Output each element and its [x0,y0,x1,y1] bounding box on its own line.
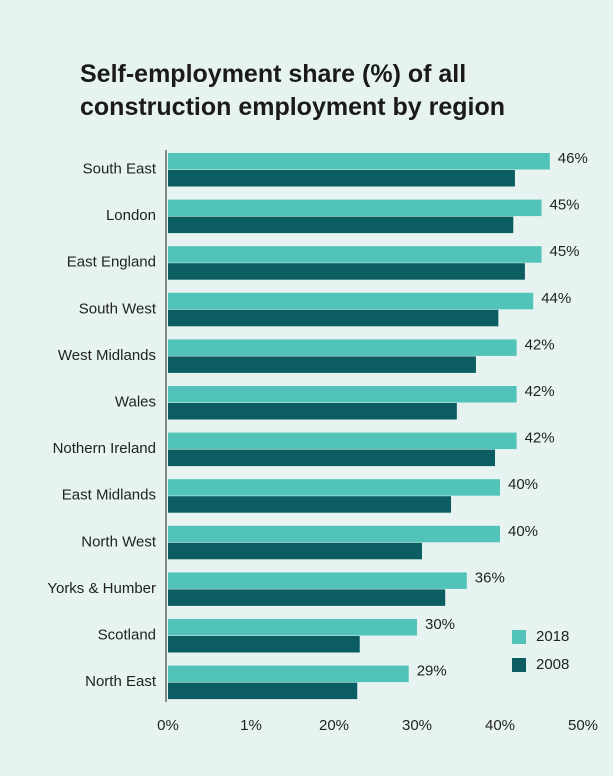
data-label: 29% [417,663,447,680]
y-tick-label: East England [67,254,156,271]
data-label: 42% [525,336,555,353]
x-tick-label: 0% [157,717,179,734]
y-tick-label: Yorks & Humber [47,580,156,597]
data-label: 44% [541,290,571,307]
bar [168,496,452,513]
y-tick-label: West Midlands [58,347,156,364]
bar [168,682,358,700]
bar [168,199,542,217]
bar [168,216,514,234]
bar [168,292,534,310]
bar [168,246,542,263]
bar [168,619,417,636]
bar [168,432,517,450]
data-label: 40% [508,476,538,493]
bar [168,170,515,187]
bar [168,636,360,653]
legend-label: 2018 [536,628,569,645]
legend-label: 2008 [536,656,569,673]
y-tick-label: Nothern Ireland [53,440,156,457]
y-tick-label: North East [85,673,157,690]
y-tick-label: London [106,207,156,224]
data-label: 42% [525,383,555,400]
data-label: 36% [475,569,505,586]
data-label: 30% [425,616,455,633]
y-tick-label: South West [79,300,157,317]
y-tick-label: North West [81,533,157,550]
bar [168,153,550,170]
bar [168,479,500,496]
data-label: 45% [550,197,580,214]
data-label: 46% [558,150,588,167]
chart-title: Self-employment share (%) of all constru… [80,60,506,121]
x-tick-label: 30% [402,717,432,734]
x-tick-label: 20% [319,717,349,734]
x-tick-label: 40% [485,717,515,734]
x-tick-label: 1% [240,717,262,734]
x-tick-label: 50% [568,717,598,734]
bar [168,589,446,606]
bar [168,525,500,543]
data-label: 42% [525,430,555,447]
bar [168,542,422,560]
legend-swatch [512,658,526,672]
y-tick-label: East Midlands [62,487,156,504]
bar [168,263,525,280]
y-tick-label: Scotland [98,626,156,643]
y-tick-label: Wales [115,393,156,410]
y-tick-label: South East [83,160,157,177]
data-label: 45% [550,243,580,260]
data-label: 40% [508,523,538,540]
legend-swatch [512,630,526,644]
bar [168,572,467,589]
bar [168,309,499,327]
bar [168,339,517,356]
bar [168,403,457,420]
bar [168,449,496,467]
bar [168,665,409,683]
bar [168,356,476,373]
bar [168,386,517,403]
